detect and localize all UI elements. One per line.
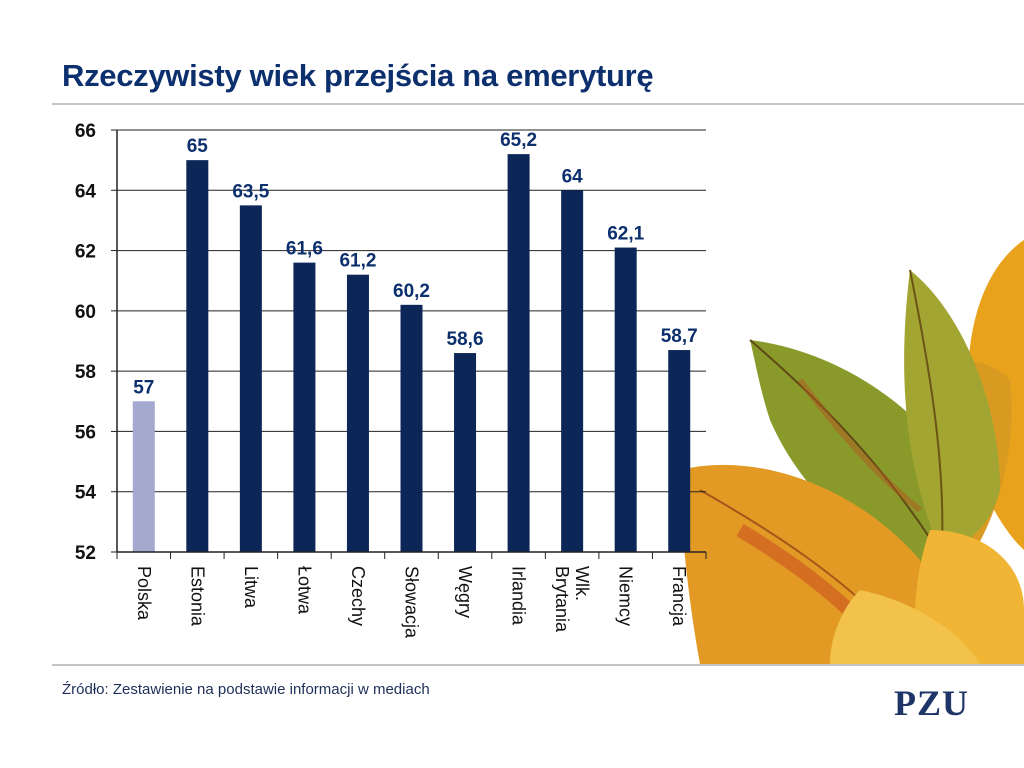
autumn-leaves-image bbox=[680, 240, 1024, 664]
bar bbox=[132, 401, 155, 552]
y-tick-label: 66 bbox=[75, 121, 96, 142]
x-tick-label: Słowacja bbox=[402, 566, 422, 639]
y-tick-label: 58 bbox=[75, 362, 96, 383]
x-tick-label: Niemcy bbox=[616, 566, 636, 626]
bar bbox=[561, 190, 584, 553]
leaf-yellow-green bbox=[904, 269, 1000, 550]
x-tick-label: Czechy bbox=[348, 566, 368, 626]
bar bbox=[186, 160, 209, 552]
data-label: 65,2 bbox=[500, 130, 537, 151]
x-tick-label: Polska bbox=[134, 566, 154, 621]
chart-value-labels: 57 65 63,5 61,6 61,2 60,2 58,6 65,2 64 62,1 58,7 bbox=[133, 130, 698, 398]
y-tick-label: 54 bbox=[75, 483, 97, 504]
data-label: 63,5 bbox=[232, 181, 269, 202]
data-label: 64 bbox=[562, 166, 584, 187]
data-label: 65 bbox=[187, 136, 209, 157]
x-tick-label: Francja bbox=[669, 566, 689, 627]
x-tick-label-group: Łotwa bbox=[294, 566, 314, 615]
bar bbox=[400, 304, 423, 552]
page-title: Rzeczywisty wiek przejścia na emeryturę bbox=[62, 58, 654, 93]
x-tick-label: Estonia bbox=[187, 566, 207, 627]
footer-divider bbox=[52, 664, 1024, 666]
x-tick-label-group: Polska bbox=[134, 566, 154, 621]
bar bbox=[239, 205, 262, 552]
bar bbox=[346, 274, 369, 552]
x-axis-ticks: Polska Estonia Litwa Łotwa Czechy Słowacja Węg… bbox=[116, 552, 707, 639]
x-tick-label-group: Litwa bbox=[241, 566, 261, 609]
bar bbox=[668, 350, 691, 552]
leaf-green bbox=[749, 339, 974, 571]
chart-axes bbox=[116, 130, 706, 553]
data-label: 62,1 bbox=[607, 224, 644, 245]
data-label: 58,7 bbox=[661, 326, 698, 347]
data-label: 61,2 bbox=[339, 251, 376, 272]
leaf-gold-front bbox=[830, 530, 1024, 664]
pzu-logo: PZU bbox=[894, 683, 969, 723]
bar bbox=[293, 262, 316, 552]
x-tick-label-group: Wlk.Brytania bbox=[552, 566, 592, 633]
bar bbox=[507, 154, 530, 552]
y-tick-label: 64 bbox=[75, 181, 97, 202]
y-tick-label: 60 bbox=[75, 302, 96, 323]
x-tick-label: Litwa bbox=[241, 566, 261, 609]
x-tick-label: Węgry bbox=[455, 566, 475, 618]
bar bbox=[454, 353, 477, 552]
x-tick-label-group: Węgry bbox=[455, 566, 475, 618]
x-tick-label: Irlandia bbox=[509, 566, 529, 626]
y-tick-label: 56 bbox=[75, 422, 96, 443]
x-tick-label-group: Estonia bbox=[187, 566, 207, 627]
source-note: Źródło: Zestawienie na podstawie informa… bbox=[62, 681, 430, 698]
chart-bars bbox=[132, 154, 691, 553]
y-tick-label: 62 bbox=[75, 242, 96, 263]
y-tick-label: 52 bbox=[75, 543, 96, 564]
x-tick-label-group: Czechy bbox=[348, 566, 368, 626]
data-label: 57 bbox=[133, 377, 154, 398]
x-tick-label-group: Irlandia bbox=[509, 566, 529, 626]
y-axis-ticks: 52 54 56 58 60 62 64 66 bbox=[75, 121, 117, 564]
data-label: 61,6 bbox=[286, 239, 323, 260]
x-tick-label-group: Słowacja bbox=[402, 566, 422, 639]
data-label: 58,6 bbox=[447, 329, 484, 350]
title-divider bbox=[52, 103, 1024, 105]
x-tick-label-group: Niemcy bbox=[616, 566, 636, 626]
bar bbox=[614, 247, 637, 553]
data-label: 60,2 bbox=[393, 281, 430, 302]
x-tick-label: Łotwa bbox=[294, 566, 314, 615]
x-tick-label-group: Francja bbox=[669, 566, 689, 627]
x-tick-label: Wlk.Brytania bbox=[552, 566, 592, 633]
